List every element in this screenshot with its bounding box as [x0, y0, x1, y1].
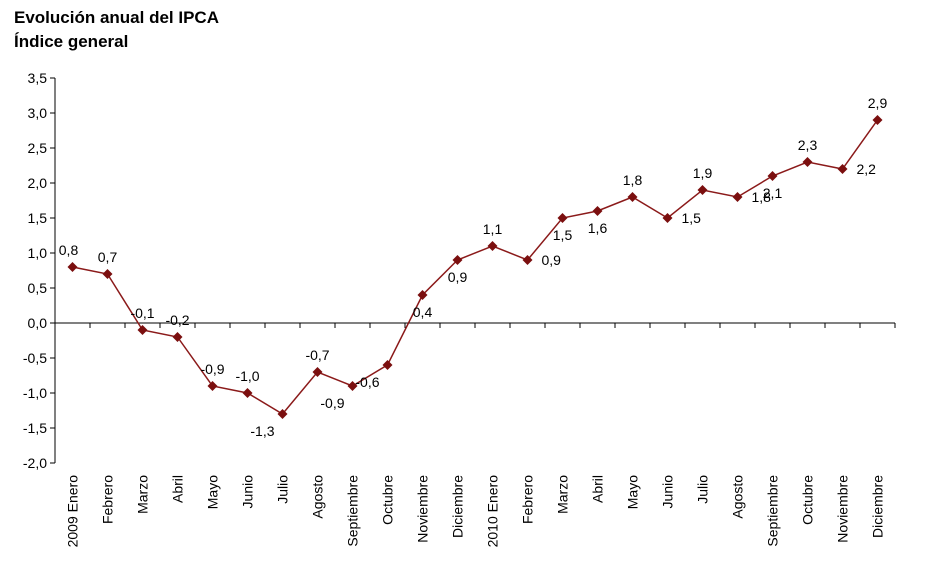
- x-tick-label: Agosto: [310, 475, 326, 519]
- data-point: [592, 206, 603, 216]
- x-tick-label: Abril: [170, 475, 186, 503]
- x-tick-label: Octubre: [800, 475, 816, 525]
- data-label: 2,9: [868, 95, 888, 111]
- data-labels: 0,8 0,7 -0,1 -0,2 -0,9 -1,0 -1,3 -0,7 -0,9 -0,6 0,…: [59, 95, 888, 439]
- x-tick-label: Diciembre: [450, 475, 466, 538]
- x-tick-label: 2010 Enero: [485, 475, 501, 548]
- y-tick-label: 3,0: [28, 105, 48, 121]
- data-label: -0,1: [130, 305, 154, 321]
- data-label: 2,2: [857, 161, 877, 177]
- x-tick-label: Noviembre: [415, 475, 431, 543]
- data-point: [312, 367, 323, 377]
- data-point: [242, 388, 253, 398]
- x-tick-label: Marzo: [135, 475, 151, 514]
- data-label: 1,8: [623, 172, 643, 188]
- data-point: [172, 332, 183, 342]
- data-point: [452, 255, 463, 265]
- data-label: 0,4: [413, 304, 433, 320]
- x-tick-label: Octubre: [380, 475, 396, 525]
- x-tick-label: Diciembre: [870, 475, 886, 538]
- y-tick-label: 0,5: [28, 280, 48, 296]
- x-axis-ticks: 2009 Enero Febrero Marzo Abril Mayo Junio Juli…: [54, 323, 896, 548]
- data-point: [487, 241, 498, 251]
- data-label: 1,5: [682, 210, 702, 226]
- x-tick-label: Marzo: [555, 475, 571, 514]
- data-point: [277, 409, 288, 419]
- x-tick-label: 2009 Enero: [65, 475, 81, 548]
- x-tick-label: Junio: [240, 475, 256, 509]
- data-label: 1,6: [588, 220, 608, 236]
- y-tick-label: -2,0: [23, 455, 47, 471]
- chart-title-block: Evolución anual del IPCA Índice general: [14, 6, 219, 54]
- data-label: -0,9: [320, 395, 344, 411]
- data-point: [137, 325, 148, 335]
- data-point: [802, 157, 813, 167]
- data-point: [767, 171, 778, 181]
- data-point: [627, 192, 638, 202]
- data-label: 2,3: [798, 137, 818, 153]
- y-axis-ticks: 3,5 3,0 2,5 2,0 1,5 1,0 0,5 0,0 -0,5 -1,0 -1,5 -2,0: [23, 70, 55, 471]
- y-tick-label: 2,0: [28, 175, 48, 191]
- x-tick-label: Septiembre: [345, 475, 361, 547]
- data-point: [347, 381, 358, 391]
- series-line: [72, 119, 879, 415]
- data-label: -0,2: [165, 312, 189, 328]
- y-tick-label: 3,5: [28, 70, 48, 86]
- data-point: [382, 360, 393, 370]
- series-group: [67, 115, 883, 419]
- data-label: 1,5: [553, 227, 573, 243]
- data-label: 0,9: [542, 252, 562, 268]
- x-tick-label: Febrero: [520, 475, 536, 524]
- data-label: -1,0: [235, 368, 259, 384]
- data-point: [417, 290, 428, 300]
- x-tick-label: Mayo: [625, 475, 641, 509]
- chart-title: Evolución anual del IPCA: [14, 8, 219, 27]
- y-tick-label: 0,0: [28, 315, 48, 331]
- data-point: [207, 381, 218, 391]
- data-label: 2,1: [763, 185, 783, 201]
- x-tick-label: Junio: [660, 475, 676, 509]
- x-tick-label: Julio: [695, 475, 711, 504]
- chart-subtitle: Índice general: [14, 32, 129, 51]
- data-point: [662, 213, 673, 223]
- data-point: [557, 213, 568, 223]
- y-tick-label: 1,5: [28, 210, 48, 226]
- data-point: [837, 164, 848, 174]
- x-tick-label: Agosto: [730, 475, 746, 519]
- data-label: -0,7: [305, 347, 329, 363]
- data-point: [522, 255, 533, 265]
- y-tick-label: 1,0: [28, 245, 48, 261]
- y-tick-label: -1,0: [23, 385, 47, 401]
- data-label: 0,9: [448, 269, 468, 285]
- data-point: [67, 262, 78, 272]
- y-tick-label: 2,5: [28, 140, 48, 156]
- data-label: 0,7: [98, 249, 118, 265]
- data-label: 1,8: [752, 189, 772, 205]
- data-point: [697, 185, 708, 195]
- y-tick-label: -0,5: [23, 350, 47, 366]
- x-tick-label: Noviembre: [835, 475, 851, 543]
- data-label: 1,9: [693, 165, 713, 181]
- x-tick-label: Abril: [590, 475, 606, 503]
- data-label: -0,9: [200, 361, 224, 377]
- data-label: -1,3: [250, 423, 274, 439]
- axes: [54, 78, 895, 463]
- data-point: [872, 115, 883, 125]
- x-tick-label: Julio: [275, 475, 291, 504]
- data-label: 0,8: [59, 242, 79, 258]
- data-label: 1,1: [483, 221, 503, 237]
- data-label: -0,6: [355, 374, 379, 390]
- x-tick-label: Mayo: [205, 475, 221, 509]
- x-tick-label: Septiembre: [765, 475, 781, 547]
- data-point: [102, 269, 113, 279]
- x-tick-label: Febrero: [100, 475, 116, 524]
- y-tick-label: -1,5: [23, 420, 47, 436]
- data-point: [732, 192, 743, 202]
